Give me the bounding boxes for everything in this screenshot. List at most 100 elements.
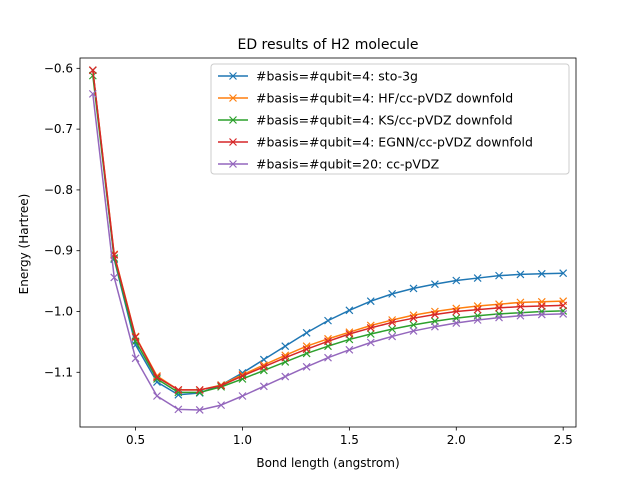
data-point xyxy=(217,401,226,410)
data-point xyxy=(153,373,161,382)
data-point xyxy=(324,337,332,346)
y-tick-label: −0.7 xyxy=(44,122,73,136)
data-point xyxy=(388,318,397,327)
y-axis-label: Energy (Hartree) xyxy=(17,194,31,295)
legend-label: #basis=#qubit=4: sto-3g xyxy=(256,69,418,84)
axes-layer: 0.5 1.0 1.5 2.0 2.5 −1.1 −1.0 −0.9 −0.8 −0.7 −0.6 xyxy=(44,57,577,447)
legend-label: #basis=#qubit=20: cc-pVDZ xyxy=(256,157,439,172)
legend-marker xyxy=(229,116,237,124)
legend-label: #basis=#qubit=4: EGNN/cc-pVDZ downfold xyxy=(256,135,533,150)
data-point xyxy=(495,271,503,280)
legend-marker xyxy=(229,138,237,146)
data-point xyxy=(430,310,439,319)
y-tick-label: −0.9 xyxy=(44,244,73,258)
data-point xyxy=(452,276,461,285)
data-point xyxy=(110,273,119,282)
data-point xyxy=(131,354,140,363)
data-point xyxy=(366,323,375,332)
data-point xyxy=(88,89,97,98)
data-point xyxy=(388,325,397,334)
data-point xyxy=(217,381,226,390)
y-tick-label: −1.1 xyxy=(44,365,73,379)
chart-title: ED results of H2 molecule xyxy=(237,37,418,53)
data-point xyxy=(259,362,268,371)
data-point xyxy=(238,392,247,400)
data-point xyxy=(516,270,525,279)
data-point xyxy=(537,310,546,319)
data-point xyxy=(174,385,183,394)
data-point xyxy=(281,353,290,362)
data-point xyxy=(495,303,503,312)
data-point xyxy=(259,382,268,391)
data-point xyxy=(495,300,503,309)
data-point xyxy=(537,302,546,310)
data-point xyxy=(174,405,183,414)
legend: #basis=#qubit=4: sto-3g #basis=#qubit=4: … xyxy=(210,63,570,175)
data-point xyxy=(345,345,354,354)
data-point xyxy=(388,332,397,341)
data-point xyxy=(452,319,461,327)
legend-item: #basis=#qubit=4: KS/cc-pVDZ downfold xyxy=(218,113,513,128)
data-point xyxy=(409,327,418,335)
data-point xyxy=(388,289,397,298)
legend-marker xyxy=(229,72,237,80)
data-point xyxy=(238,372,247,380)
y-tick-label: −1.0 xyxy=(44,304,73,318)
data-point xyxy=(409,314,418,323)
data-point xyxy=(473,316,482,324)
legend-marker xyxy=(229,160,237,168)
series-layer xyxy=(88,66,568,414)
data-point xyxy=(281,372,290,381)
data-point xyxy=(345,306,354,315)
data-point xyxy=(324,353,332,362)
data-point xyxy=(153,392,161,400)
data-point xyxy=(153,375,161,383)
y-tick-label: −0.8 xyxy=(44,183,73,197)
data-point xyxy=(366,297,375,306)
data-point xyxy=(495,313,503,322)
legend-label: #basis=#qubit=4: HF/cc-pVDZ downfold xyxy=(256,91,513,106)
x-tick-label: 1.5 xyxy=(340,433,359,447)
data-point xyxy=(516,302,525,311)
legend-marker xyxy=(229,94,237,102)
series-5 xyxy=(88,89,568,414)
data-point xyxy=(495,310,503,318)
legend-item: #basis=#qubit=20: cc-pVDZ xyxy=(218,157,439,172)
data-point xyxy=(559,269,568,278)
data-point xyxy=(366,338,375,347)
data-point xyxy=(537,269,546,278)
data-point xyxy=(324,316,332,325)
data-point xyxy=(281,351,290,360)
data-point xyxy=(302,328,311,337)
data-point xyxy=(131,333,140,341)
data-point xyxy=(88,66,97,75)
legend-item: #basis=#qubit=4: EGNN/cc-pVDZ downfold xyxy=(218,135,533,150)
series-4 xyxy=(88,66,568,394)
x-tick-label: 2.0 xyxy=(447,433,466,447)
plot-frame xyxy=(79,57,577,428)
data-point xyxy=(366,330,375,338)
data-point xyxy=(302,345,311,354)
data-point xyxy=(409,284,418,293)
data-point xyxy=(559,310,568,318)
data-point xyxy=(430,280,439,289)
data-point xyxy=(195,385,204,394)
data-point xyxy=(473,274,482,282)
data-point xyxy=(430,322,439,331)
legend-label: #basis=#qubit=4: KS/cc-pVDZ downfold xyxy=(256,113,513,128)
data-point xyxy=(302,362,311,371)
legend-item: #basis=#qubit=4: sto-3g xyxy=(218,69,418,84)
legend-box xyxy=(210,63,570,175)
data-point xyxy=(452,307,461,316)
x-tick-label: 0.5 xyxy=(126,433,145,447)
data-point xyxy=(195,406,204,414)
x-tick-label: 2.5 xyxy=(554,433,573,447)
data-point xyxy=(473,305,482,314)
data-point xyxy=(345,330,354,338)
data-point xyxy=(559,301,568,310)
x-tick-label: 1.0 xyxy=(233,433,252,447)
data-point xyxy=(516,311,525,320)
legend-item: #basis=#qubit=4: HF/cc-pVDZ downfold xyxy=(218,91,513,106)
data-point xyxy=(281,342,290,351)
